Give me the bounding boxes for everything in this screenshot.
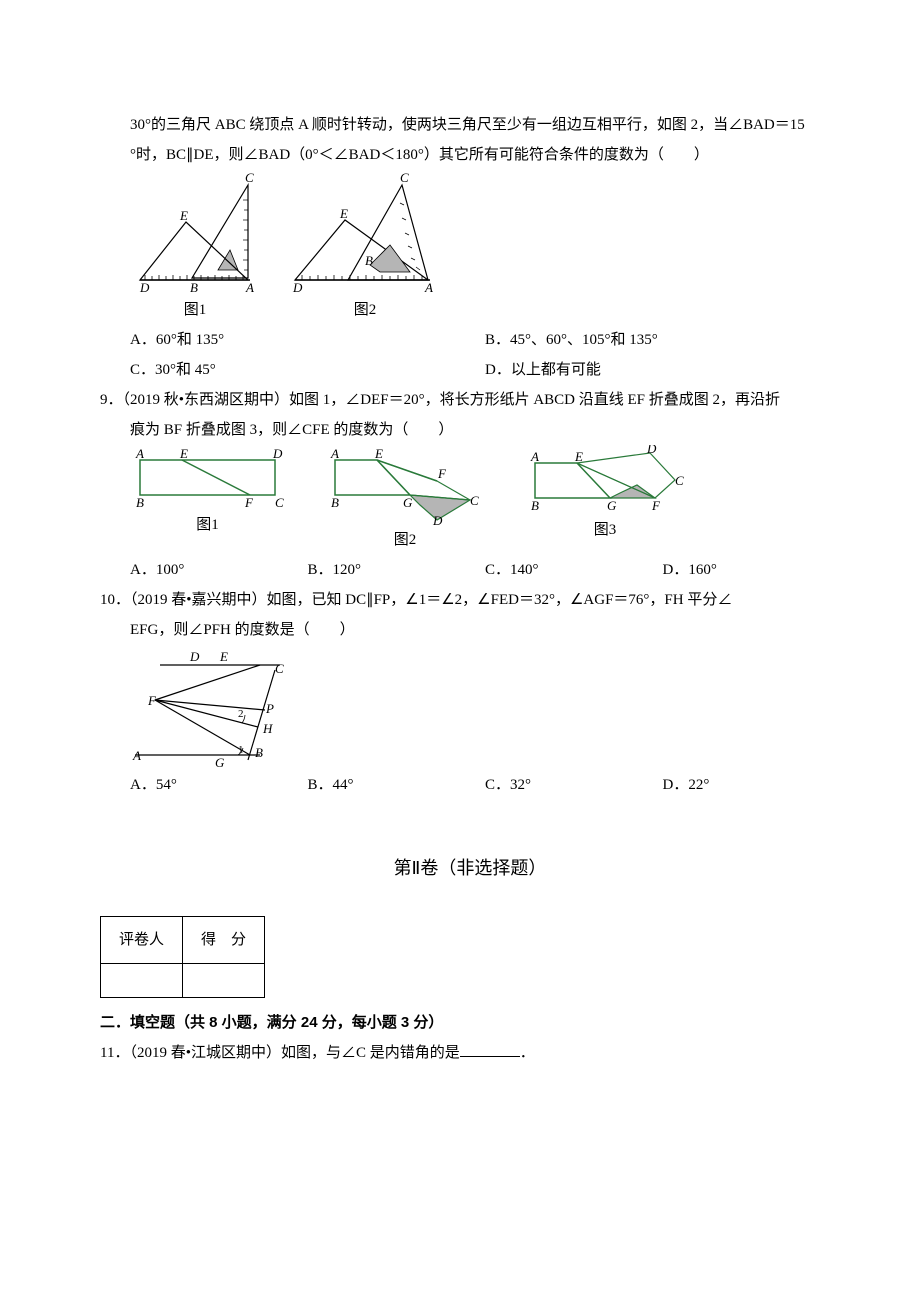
score-empty2 [183, 964, 265, 998]
svg-text:A: A [245, 280, 254, 295]
q9-figure3: A E D B G F C 图3 [525, 445, 685, 545]
q9-line1: 9．（2019 秋•东西湖区期中）如图 1，∠DEF＝20°，将长方形纸片 AB… [100, 385, 840, 415]
q9-fig3-label: 图3 [525, 515, 685, 545]
rectangle-fold-fig2-icon: A E F B G C D [325, 445, 485, 525]
q8-options-2: C．30°和 45° D．以上都有可能 [130, 355, 840, 385]
svg-text:G: G [607, 498, 617, 513]
q8-option-c: C．30°和 45° [130, 355, 485, 385]
svg-text:B: B [190, 280, 198, 295]
q10-option-a: A．54° [130, 770, 308, 800]
score-table: 评卷人 得 分 [100, 916, 265, 998]
q9-line2: 痕为 BF 折叠成图 3，则∠CFE 的度数为（ ） [100, 415, 840, 445]
q10-line2: EFG，则∠PFH 的度数是（ ） [100, 615, 840, 645]
section2-title: 第Ⅱ卷（非选择题） [100, 850, 840, 886]
svg-text:C: C [675, 473, 684, 488]
svg-text:B: B [531, 498, 539, 513]
svg-text:E: E [574, 449, 583, 464]
q8-fig1-label: 图1 [130, 295, 260, 325]
svg-text:E: E [339, 206, 348, 221]
q8-figure2: D B A E C 图2 [290, 170, 440, 325]
q9-option-c: C．140° [485, 555, 663, 585]
svg-text:E: E [179, 208, 188, 223]
triangle-ruler-fig2-icon: D B A E C [290, 170, 440, 295]
svg-text:A: A [330, 446, 339, 461]
q9-figures: A E D B F C 图1 A E F B G C D 图2 [130, 445, 840, 555]
score-empty1 [101, 964, 183, 998]
svg-text:E: E [219, 649, 228, 664]
svg-text:D: D [292, 280, 303, 295]
svg-text:G: G [403, 495, 413, 510]
svg-text:F: F [437, 466, 447, 481]
q9-option-a: A．100° [130, 555, 308, 585]
q9-option-b: B．120° [308, 555, 486, 585]
svg-text:C: C [470, 493, 479, 508]
svg-text:C: C [245, 170, 254, 185]
q8-figures: D B A E C 图1 D B A E C 图2 [130, 170, 840, 325]
svg-text:C: C [275, 661, 284, 676]
svg-text:B: B [365, 253, 373, 268]
svg-text:A: A [135, 446, 144, 461]
q8-line2: °时，BC∥DE，则∠BAD（0°＜∠BAD＜180°）其它所有可能符合条件的度… [100, 140, 840, 170]
svg-text:G: G [215, 755, 225, 770]
q9-options: A．100° B．120° C．140° D．160° [130, 555, 840, 585]
svg-text:F: F [244, 495, 254, 510]
q8-option-d: D．以上都有可能 [485, 355, 840, 385]
score-col1: 评卷人 [101, 917, 183, 964]
q8-option-a: A．60°和 135° [130, 325, 485, 355]
svg-text:A: A [132, 748, 141, 763]
svg-text:2: 2 [238, 708, 244, 720]
q8-option-b: B．45°、60°、105°和 135° [485, 325, 840, 355]
svg-text:F: F [147, 693, 157, 708]
fill-blank [460, 1042, 520, 1057]
q9-figure2: A E F B G C D 图2 [325, 445, 485, 555]
q10-option-d: D．22° [663, 770, 841, 800]
q10-option-b: B．44° [308, 770, 486, 800]
svg-text:B: B [255, 745, 263, 760]
q10-line1: 10．（2019 春•嘉兴期中）如图，已知 DC∥FP，∠1＝∠2，∠FED＝3… [100, 585, 840, 615]
svg-text:F: F [651, 498, 661, 513]
svg-text:D: D [139, 280, 150, 295]
parallel-lines-angle-icon: D E C F P H 2 A G B 1 [130, 645, 290, 770]
svg-text:E: E [179, 446, 188, 461]
q8-line1: 30°的三角尺 ABC 绕顶点 A 顺时针转动，使两块三角尺至少有一组边互相平行… [100, 110, 840, 140]
svg-text:D: D [646, 445, 657, 456]
svg-text:P: P [265, 701, 274, 716]
q9-option-d: D．160° [663, 555, 841, 585]
section-fill-title: 二．填空题（共 8 小题，满分 24 分，每小题 3 分） [100, 1008, 840, 1038]
svg-text:B: B [136, 495, 144, 510]
triangle-ruler-fig1-icon: D B A E C [130, 170, 260, 295]
q8-fig2-label: 图2 [290, 295, 440, 325]
svg-text:H: H [262, 721, 273, 736]
svg-text:D: D [432, 513, 443, 525]
svg-text:C: C [275, 495, 284, 510]
rectangle-fold-fig3-icon: A E D B G F C [525, 445, 685, 515]
svg-text:E: E [374, 446, 383, 461]
svg-text:B: B [331, 495, 339, 510]
q11-body: 11．（2019 春•江城区期中）如图，与∠C 是内错角的是 [100, 1045, 460, 1061]
q9-figure1: A E D B F C 图1 [130, 445, 285, 540]
svg-text:A: A [424, 280, 433, 295]
svg-text:C: C [400, 170, 409, 185]
q9-fig2-label: 图2 [325, 525, 485, 555]
q9-fig1-label: 图1 [130, 510, 285, 540]
q11-text: 11．（2019 春•江城区期中）如图，与∠C 是内错角的是 ． [100, 1038, 840, 1068]
svg-text:D: D [272, 446, 283, 461]
q10-options: A．54° B．44° C．32° D．22° [130, 770, 840, 800]
svg-text:D: D [189, 649, 200, 664]
score-col2: 得 分 [183, 917, 265, 964]
q8-figure1: D B A E C 图1 [130, 170, 260, 325]
q10-figure: D E C F P H 2 A G B 1 [130, 645, 840, 770]
rectangle-fold-fig1-icon: A E D B F C [130, 445, 285, 510]
q11-suffix: ． [520, 1045, 535, 1061]
svg-text:A: A [530, 449, 539, 464]
q8-options: A．60°和 135° B．45°、60°、105°和 135° [130, 325, 840, 355]
q10-option-c: C．32° [485, 770, 663, 800]
